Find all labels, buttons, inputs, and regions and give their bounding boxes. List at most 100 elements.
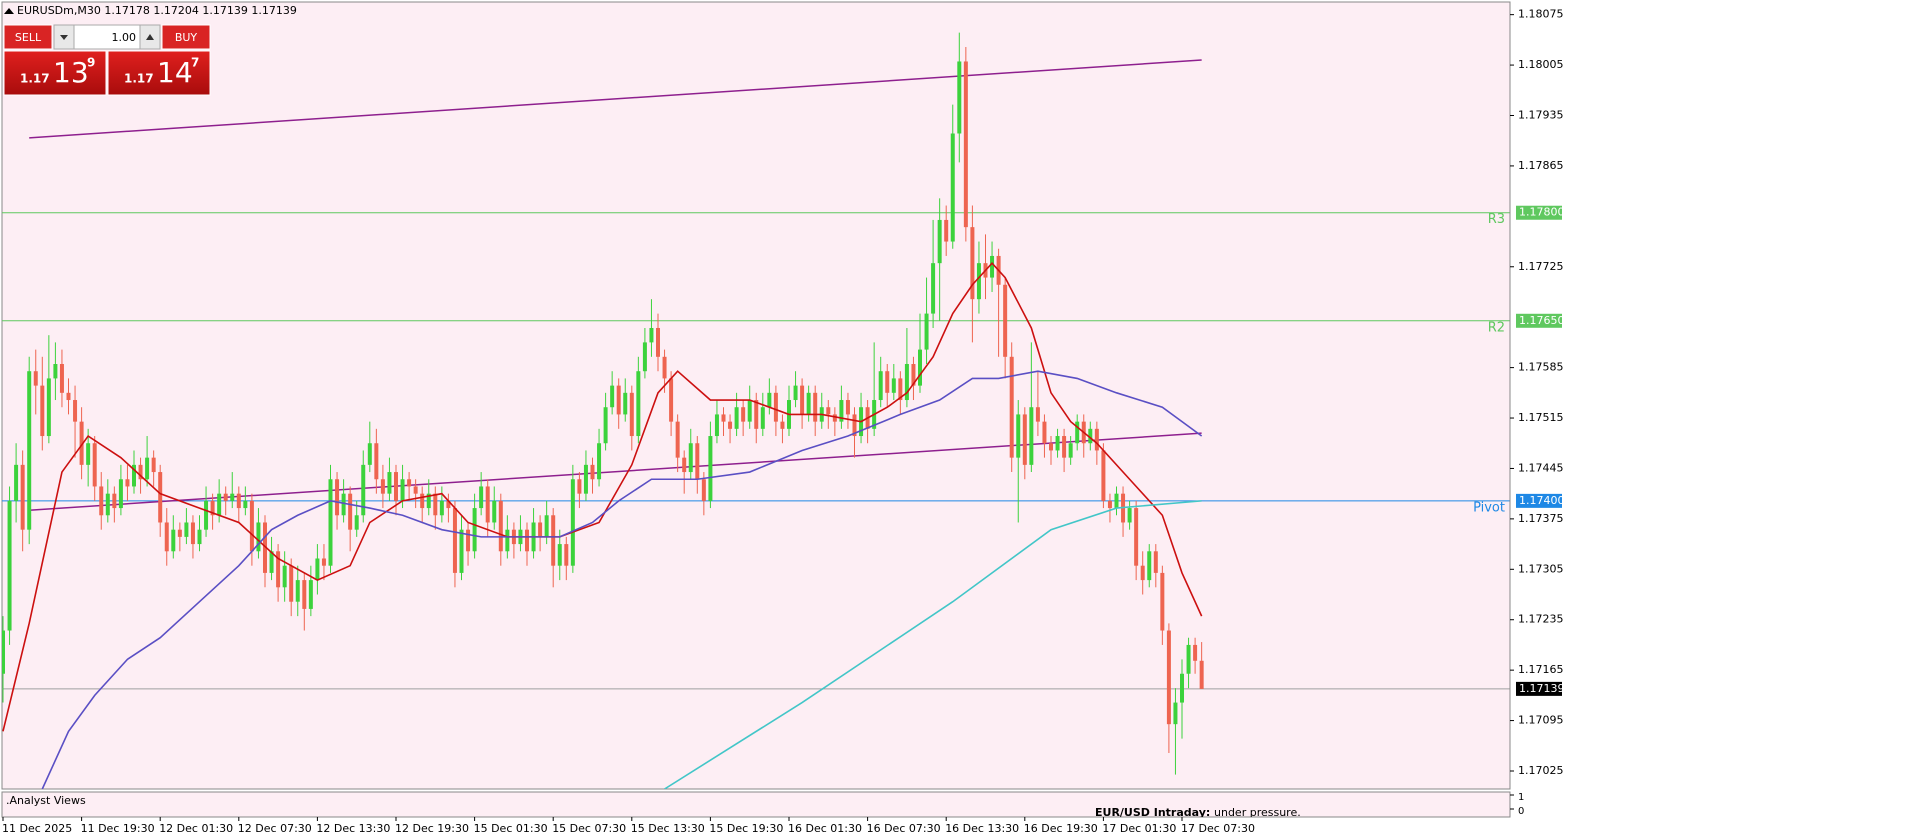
level-price: 1.17650 — [1519, 314, 1565, 327]
x-tick-label: 16 Dec 13:30 — [945, 822, 1019, 835]
candle-body — [73, 400, 78, 422]
sell-button[interactable] — [3, 24, 53, 50]
y-tick-label: 1.18005 — [1518, 58, 1564, 71]
sell-label[interactable]: SELL — [15, 31, 42, 44]
candle-body — [1193, 644, 1198, 661]
candle-body — [132, 464, 136, 487]
buy-label[interactable]: BUY — [175, 31, 198, 44]
candle-body — [295, 580, 300, 602]
indicator-tick-label: 0 — [1518, 806, 1524, 817]
candle-body — [1029, 407, 1034, 465]
candle-body — [773, 392, 778, 422]
candle-body — [570, 479, 575, 566]
x-tick-label: 16 Dec 07:30 — [867, 822, 941, 835]
candle-body — [164, 522, 169, 552]
candle-body — [656, 327, 660, 357]
candle-body — [380, 479, 385, 494]
y-tick-label: 1.17025 — [1518, 764, 1564, 777]
candle-body — [904, 364, 909, 401]
candle-body — [597, 443, 602, 480]
candle-body — [335, 479, 340, 516]
x-tick-label: 12 Dec 19:30 — [395, 822, 469, 835]
candle-body — [118, 479, 123, 509]
candle-body — [1199, 660, 1204, 689]
candle-body — [649, 327, 654, 343]
level-price-box — [1516, 313, 1562, 328]
candle-body — [610, 385, 615, 408]
candle-body — [92, 443, 97, 487]
moving-average — [41, 370, 1203, 789]
indicator-name: .Analyst Views — [6, 794, 86, 807]
candle-body — [616, 385, 621, 415]
candle-body — [629, 392, 634, 437]
moving-average — [2, 261, 1203, 732]
y-tick-label: 1.17585 — [1518, 361, 1564, 374]
candle-body — [885, 371, 890, 393]
candle-body — [551, 515, 556, 566]
y-tick-label: 1.17445 — [1518, 461, 1564, 474]
candle-body — [1166, 630, 1171, 725]
candle-body — [33, 371, 38, 386]
candle-body — [433, 493, 438, 516]
candle-body — [46, 378, 51, 437]
candle-body — [14, 464, 19, 501]
buy-point: 7 — [191, 56, 199, 70]
indicator-text: under pressure. — [1214, 806, 1301, 819]
sell-price-box[interactable] — [3, 50, 107, 96]
x-tick-label: 11 Dec 19:30 — [81, 822, 155, 835]
level-price: 1.17400 — [1519, 494, 1565, 507]
candle-body — [53, 364, 58, 379]
candle-body — [308, 580, 313, 609]
candle-body — [99, 486, 104, 516]
x-tick-label: 12 Dec 13:30 — [316, 822, 390, 835]
candle-body — [963, 61, 968, 228]
candle-body — [878, 371, 883, 401]
candle-body — [479, 486, 484, 509]
level-name: R3 — [1488, 212, 1505, 227]
candle-body — [564, 544, 569, 566]
candle-body — [721, 414, 726, 422]
candle-body — [374, 443, 379, 480]
candle-body — [891, 378, 896, 393]
candle-body — [204, 500, 209, 530]
indicator-headline: EUR/USD Intraday: — [1095, 806, 1210, 819]
lot-value[interactable]: 1.00 — [112, 31, 137, 44]
candle-body — [708, 436, 713, 501]
candle-body — [590, 464, 595, 480]
trendline — [29, 59, 1202, 139]
candle-body — [367, 443, 372, 465]
high: 1.17204 — [153, 4, 199, 17]
candle-body — [321, 558, 326, 566]
candle-body — [1022, 414, 1027, 465]
candle-body — [944, 219, 949, 242]
buy-price-box[interactable] — [107, 50, 211, 96]
candle-body — [1180, 673, 1184, 703]
trade-panel: SELL 1.00 BUY 1.17 13 9 1.17 14 7 — [3, 24, 211, 96]
collapse-icon[interactable] — [4, 8, 14, 14]
lot-input[interactable] — [73, 24, 141, 50]
symbol: EURUSDm,M30 — [17, 4, 101, 17]
candle-body — [1035, 407, 1040, 422]
candle-body — [256, 522, 261, 552]
candle-body — [976, 263, 981, 300]
level-price-box — [1516, 493, 1562, 508]
candle-body — [452, 508, 457, 573]
y-tick-label: 1.17935 — [1518, 108, 1564, 121]
candle-body — [1094, 428, 1099, 451]
candle-body — [138, 464, 143, 480]
buy-button[interactable] — [161, 24, 211, 50]
candle-body — [125, 479, 130, 487]
candle-body — [826, 407, 831, 415]
candle-body — [1049, 443, 1053, 451]
candle-body — [1147, 551, 1152, 581]
candle-body — [328, 479, 333, 566]
candle-body — [426, 493, 431, 509]
candle-body — [492, 500, 497, 523]
candle-body — [898, 378, 903, 401]
candle-body — [171, 529, 176, 552]
y-tick-label: 1.17095 — [1518, 714, 1564, 727]
candle-body — [158, 472, 163, 523]
candle-body — [243, 500, 248, 509]
candle-body — [688, 443, 693, 473]
